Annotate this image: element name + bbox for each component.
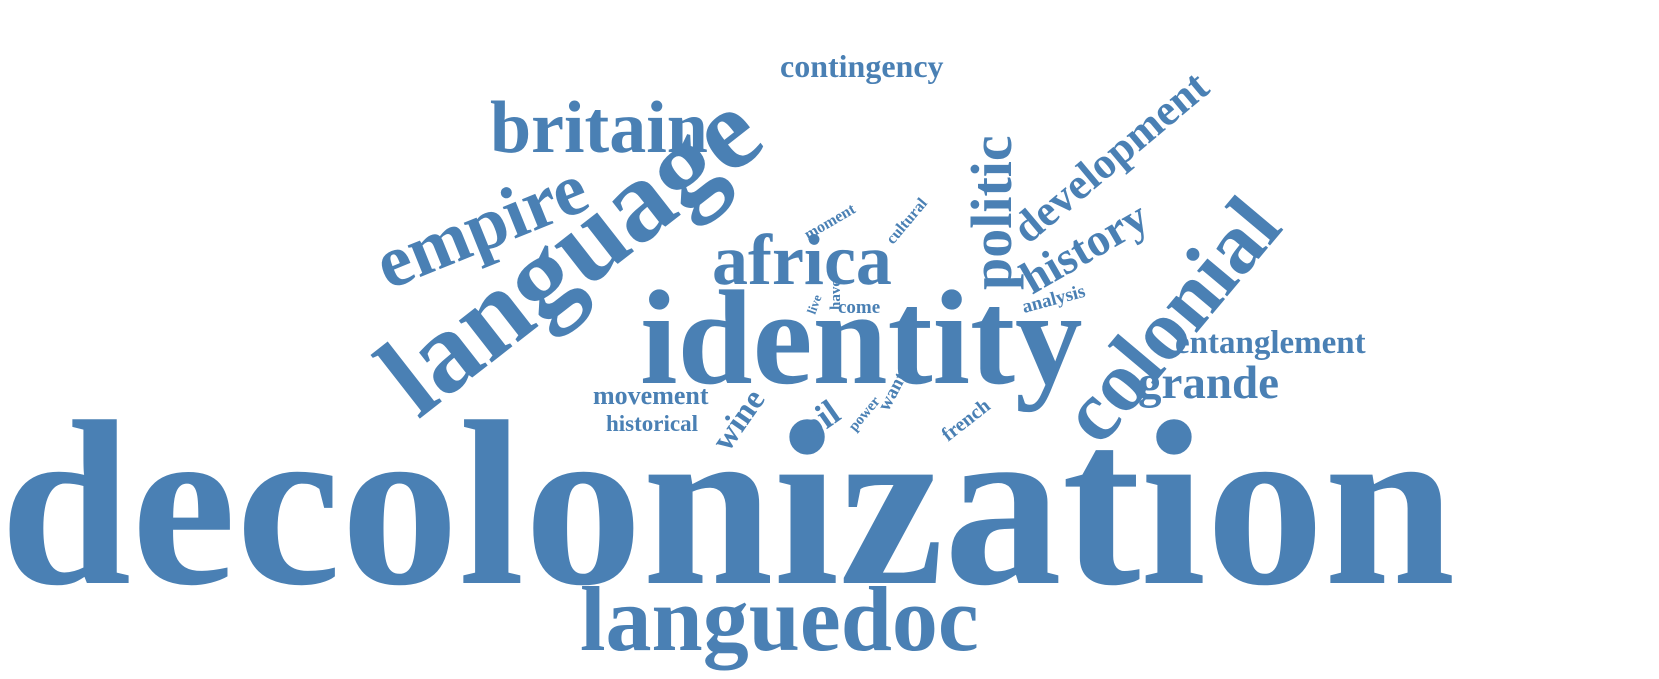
word-movement: movement xyxy=(593,381,709,410)
word-africa: africa xyxy=(712,220,892,300)
word-decolonization: decolonization xyxy=(0,374,1455,635)
word-live: live xyxy=(804,292,825,316)
word-historical: historical xyxy=(606,411,698,436)
word-britain: britain xyxy=(490,87,708,169)
word-have: have xyxy=(828,280,844,310)
word-grande: grande xyxy=(1138,357,1279,409)
word-entanglement: entanglement xyxy=(1175,325,1366,361)
word-identity: identity xyxy=(640,264,1083,413)
word-politic: politic xyxy=(959,135,1024,290)
word-languedoc: languedoc xyxy=(580,568,979,670)
word-come: come xyxy=(838,297,880,318)
word-contingency: contingency xyxy=(780,48,944,84)
